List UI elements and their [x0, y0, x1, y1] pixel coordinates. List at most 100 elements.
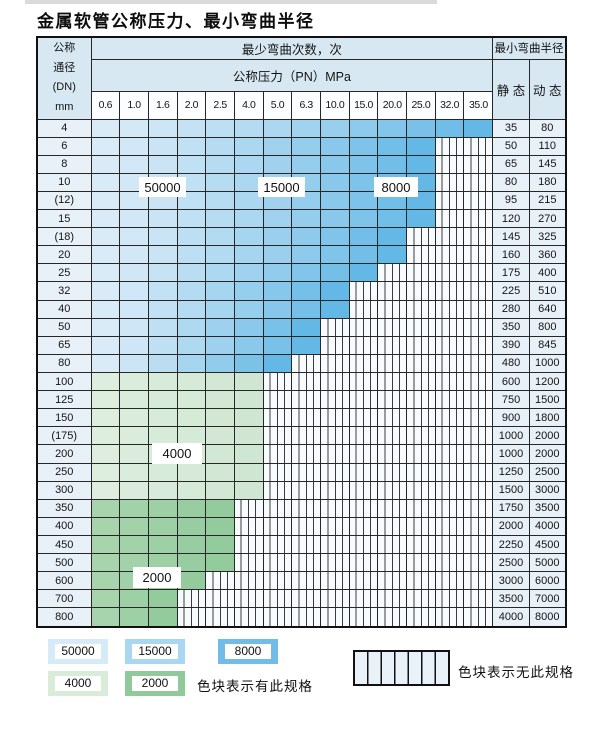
spec-cell-available	[205, 299, 235, 319]
legend-swatch-value: 15000	[132, 644, 178, 659]
spec-cell-unavailable	[377, 317, 408, 337]
spec-cell-unavailable	[348, 480, 379, 500]
table-row: 100 600 1200	[36, 372, 567, 392]
spec-cell-available	[90, 480, 121, 500]
legend-swatch-value: 50000	[55, 644, 101, 659]
spec-cell-unavailable	[176, 589, 207, 609]
spec-cell-available	[90, 607, 121, 628]
dynamic-radius-cell: 1800	[528, 408, 567, 428]
page-title: 金属软管公称压力、最小弯曲半径	[37, 12, 315, 31]
spec-cell-unavailable	[348, 426, 379, 446]
spec-cell-available	[233, 299, 264, 319]
spec-cell-available	[90, 136, 121, 156]
static-radius-cell: 750	[492, 390, 530, 410]
spec-cell-available	[320, 227, 350, 247]
spec-cell-available	[205, 372, 235, 392]
spec-cell-available	[176, 535, 207, 555]
spec-cell-available	[147, 372, 178, 392]
table-row: 32 225 510	[36, 281, 567, 301]
spec-cell-unavailable	[463, 281, 494, 301]
spec-cell-available	[90, 462, 121, 482]
static-radius-cell: 1500	[492, 480, 530, 500]
spec-cell-available	[147, 607, 178, 628]
spec-cell-available	[205, 245, 235, 265]
spec-cell-unavailable	[262, 408, 293, 428]
spec-cell-unavailable	[291, 607, 321, 628]
dynamic-radius-cell: 325	[528, 227, 567, 247]
spec-cell-available	[176, 335, 207, 355]
spec-cell-unavailable	[406, 607, 436, 628]
spec-cell-unavailable	[434, 209, 465, 229]
dn-cell: 800	[36, 607, 92, 628]
pressure-column-header: 35.0	[463, 90, 494, 120]
spec-cell-available	[176, 390, 207, 410]
dynamic-radius-cell: 845	[528, 335, 567, 355]
spec-cell-available	[119, 480, 149, 500]
spec-cell-unavailable	[463, 372, 494, 392]
static-header: 静 态	[492, 58, 530, 120]
static-radius-cell: 480	[492, 353, 530, 374]
dn-cell: 4	[36, 118, 92, 138]
spec-cell-unavailable	[348, 498, 379, 518]
spec-cell-available	[147, 281, 178, 301]
spec-cell-unavailable	[434, 372, 465, 392]
spec-cell-available	[147, 227, 178, 247]
spec-cell-unavailable	[262, 426, 293, 446]
spec-cell-unavailable	[434, 462, 465, 482]
spec-cell-available	[205, 118, 235, 138]
spec-cell-available	[119, 516, 149, 537]
spec-cell-available	[233, 281, 264, 301]
spec-cell-unavailable	[176, 607, 207, 628]
spec-cell-unavailable	[262, 480, 293, 500]
spec-cell-unavailable	[205, 607, 235, 628]
spec-cell-available	[90, 335, 121, 355]
spec-cell-available	[205, 154, 235, 174]
spec-cell-available	[119, 154, 149, 174]
spec-cell-unavailable	[434, 480, 465, 500]
spec-cell-unavailable	[434, 317, 465, 337]
pressure-bend-table: 公称 通径 (DN) mm 最少弯曲次数，次 最小弯曲半径 公称压力（PN）MPa 静…	[36, 36, 567, 628]
spec-cell-unavailable	[233, 553, 264, 573]
spec-cell-unavailable	[377, 535, 408, 555]
spec-cell-unavailable	[406, 281, 436, 301]
dn-cell: 10	[36, 172, 92, 192]
spec-cell-unavailable	[463, 498, 494, 518]
dynamic-radius-cell: 1200	[528, 372, 567, 392]
spec-cell-unavailable	[463, 263, 494, 283]
table-row: 40 280 640	[36, 299, 567, 319]
dn-cell: 20	[36, 245, 92, 265]
static-radius-cell: 65	[492, 154, 530, 174]
spec-cell-available	[291, 317, 321, 337]
pressure-column-header: 25.0	[406, 90, 436, 120]
spec-cell-available	[262, 154, 293, 174]
spec-cell-unavailable	[463, 209, 494, 229]
spec-cell-unavailable	[320, 444, 350, 464]
spec-cell-available	[119, 353, 149, 374]
spec-cell-available	[119, 317, 149, 337]
spec-cell-available	[90, 317, 121, 337]
table-row: (175) 1000 2000	[36, 426, 567, 446]
spec-cell-unavailable	[434, 299, 465, 319]
spec-cell-unavailable	[320, 317, 350, 337]
dn-cell: 40	[36, 299, 92, 319]
spec-cell-unavailable	[291, 571, 321, 591]
spec-cell-available	[90, 372, 121, 392]
legend-swatch: 50000	[48, 639, 108, 664]
spec-cell-available	[320, 245, 350, 265]
spec-cell-unavailable	[262, 535, 293, 555]
scan-artifact-strip	[25, 0, 437, 4]
spec-cell-available	[291, 281, 321, 301]
static-radius-cell: 2000	[492, 516, 530, 537]
spec-cell-available	[205, 516, 235, 537]
spec-cell-unavailable	[434, 136, 465, 156]
spec-cell-available	[119, 209, 149, 229]
dn-cell: (175)	[36, 426, 92, 446]
spec-cell-available	[262, 227, 293, 247]
spec-cell-unavailable	[434, 498, 465, 518]
spec-cell-available	[90, 408, 121, 428]
static-radius-cell: 80	[492, 172, 530, 192]
dynamic-radius-cell: 145	[528, 154, 567, 174]
legend-swatch: 15000	[125, 639, 185, 664]
spec-cell-unavailable	[348, 535, 379, 555]
spec-cell-available	[205, 408, 235, 428]
